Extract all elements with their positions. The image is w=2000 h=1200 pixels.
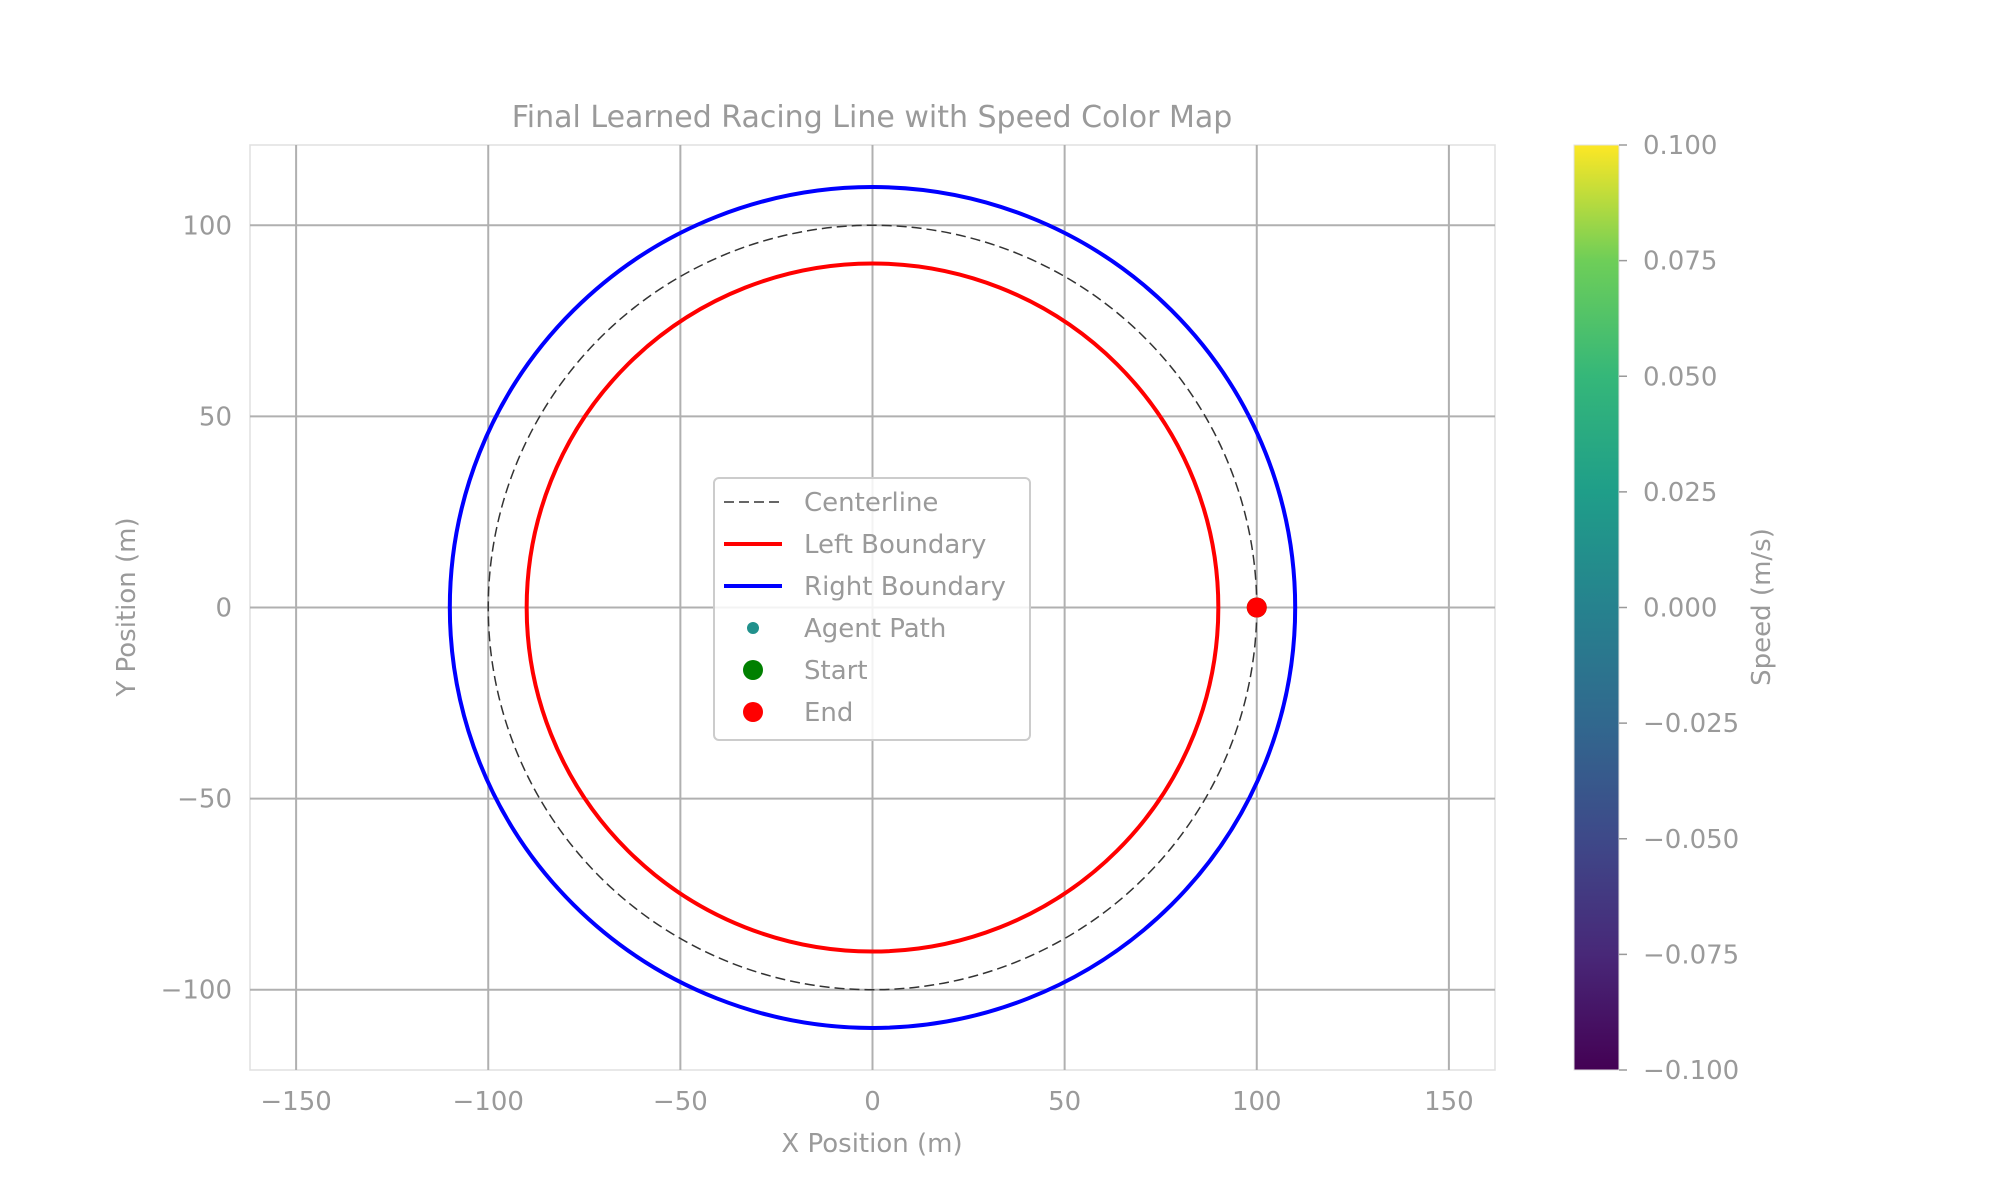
- x-tick-label: −150: [260, 1087, 331, 1117]
- legend: Centerline Left Boundary Right Boundary Age…: [713, 477, 1031, 741]
- x-tick-label: −50: [653, 1087, 708, 1117]
- colorbar-gradient: [1573, 144, 1620, 1071]
- x-tick-label: 150: [1424, 1087, 1474, 1117]
- legend-left-boundary-label: Left Boundary: [804, 530, 986, 560]
- colorbar-tick-label: 0.100: [1643, 131, 1717, 161]
- colorbar-tick-label: 0.025: [1643, 478, 1717, 508]
- colorbar-tick-label: 0.000: [1643, 594, 1717, 624]
- y-tick-label: −50: [177, 785, 232, 815]
- y-axis-label: Y Position (m): [112, 517, 142, 697]
- colorbar-label: Speed (m/s): [1747, 528, 1777, 686]
- colorbar: −0.100 −0.075 −0.050 −0.025 0.000 0.025 0.050 0…: [1573, 131, 1777, 1086]
- x-tick-label: −100: [453, 1087, 524, 1117]
- left-boundary-line: [524, 261, 1221, 954]
- legend-box: [713, 477, 1031, 741]
- chart-title: Final Learned Racing Line with Speed Col…: [512, 100, 1233, 135]
- right-boundary-line: [447, 185, 1298, 1030]
- x-tick-label: 50: [1048, 1087, 1081, 1117]
- colorbar-tick-label: −0.100: [1643, 1056, 1739, 1086]
- legend-start-label: Start: [804, 656, 868, 686]
- x-tick-label: 0: [864, 1087, 881, 1117]
- x-tick-label: 100: [1232, 1087, 1282, 1117]
- series-layer: [447, 185, 1298, 1030]
- y-tick-labels: −100 −50 0 50 100: [161, 211, 232, 1005]
- y-tick-label: −100: [161, 976, 232, 1006]
- colorbar-tick-label: −0.075: [1643, 940, 1739, 970]
- y-tick-label: 50: [199, 402, 232, 432]
- y-tick-label: 100: [182, 211, 232, 241]
- colorbar-tick-labels: −0.100 −0.075 −0.050 −0.025 0.000 0.025 0.050 0…: [1619, 131, 1739, 1086]
- end-marker: [1246, 597, 1267, 618]
- legend-agent-path-label: Agent Path: [804, 614, 946, 644]
- legend-start-swatch: [743, 660, 763, 680]
- legend-agent-path-swatch: [747, 622, 759, 634]
- legend-end-label: End: [804, 698, 853, 728]
- x-tick-labels: −150 −100 −50 0 50 100 150: [260, 1087, 1473, 1117]
- y-tick-label: 0: [215, 594, 232, 624]
- legend-right-boundary-label: Right Boundary: [804, 572, 1006, 602]
- legend-centerline-label: Centerline: [804, 488, 938, 518]
- colorbar-tick-label: −0.050: [1643, 825, 1739, 855]
- colorbar-tick-label: 0.075: [1643, 247, 1717, 277]
- colorbar-tick-label: −0.025: [1643, 709, 1739, 739]
- colorbar-tick-label: 0.050: [1643, 362, 1717, 392]
- legend-end-swatch: [743, 702, 763, 722]
- x-axis-label: X Position (m): [781, 1129, 962, 1159]
